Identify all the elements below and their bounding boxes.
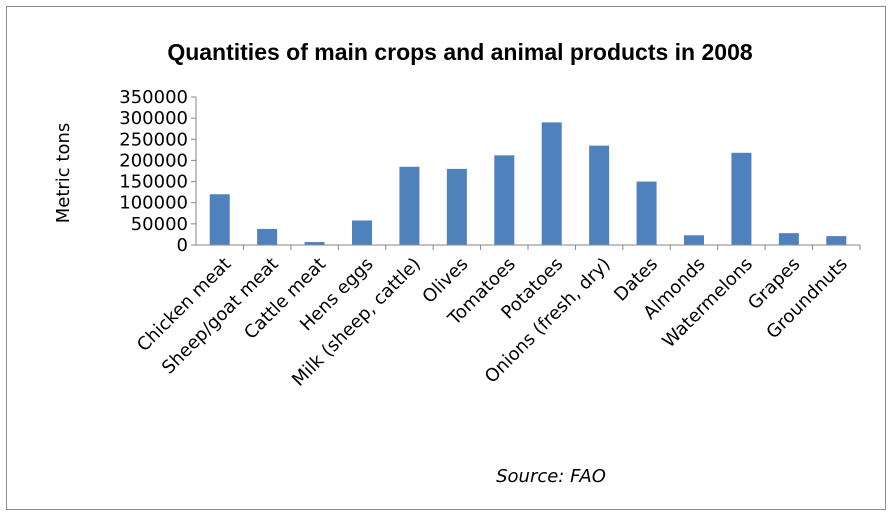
chart-frame (6, 6, 886, 510)
bar (304, 242, 325, 245)
y-tick-label: 300000 (119, 108, 188, 129)
bar (684, 235, 704, 245)
bar (541, 122, 562, 245)
bar (636, 181, 657, 245)
y-tick-label: 250000 (119, 129, 188, 150)
bar (399, 166, 420, 245)
bar (826, 236, 847, 245)
bar (257, 228, 278, 245)
source-annotation: Source: FAO (496, 466, 606, 487)
y-tick-label: 50000 (131, 214, 188, 235)
y-axis-label: Metric tons (53, 123, 74, 224)
bar (731, 152, 752, 245)
bar (778, 233, 799, 245)
bar (446, 168, 467, 245)
bar (494, 155, 515, 245)
chart-title: Quantities of main crops and animal prod… (167, 39, 753, 65)
y-tick-label: 100000 (119, 193, 188, 214)
bar (209, 194, 230, 245)
y-tick-label: 200000 (119, 150, 188, 171)
y-tick-label: 0 (177, 235, 188, 256)
bars (209, 122, 847, 245)
y-axis-ticks: 0500001000001500002000002500003000003500… (119, 87, 196, 256)
bar (589, 145, 610, 245)
y-tick-label: 150000 (119, 172, 188, 193)
bar (352, 220, 372, 245)
y-tick-label: 350000 (119, 87, 188, 108)
